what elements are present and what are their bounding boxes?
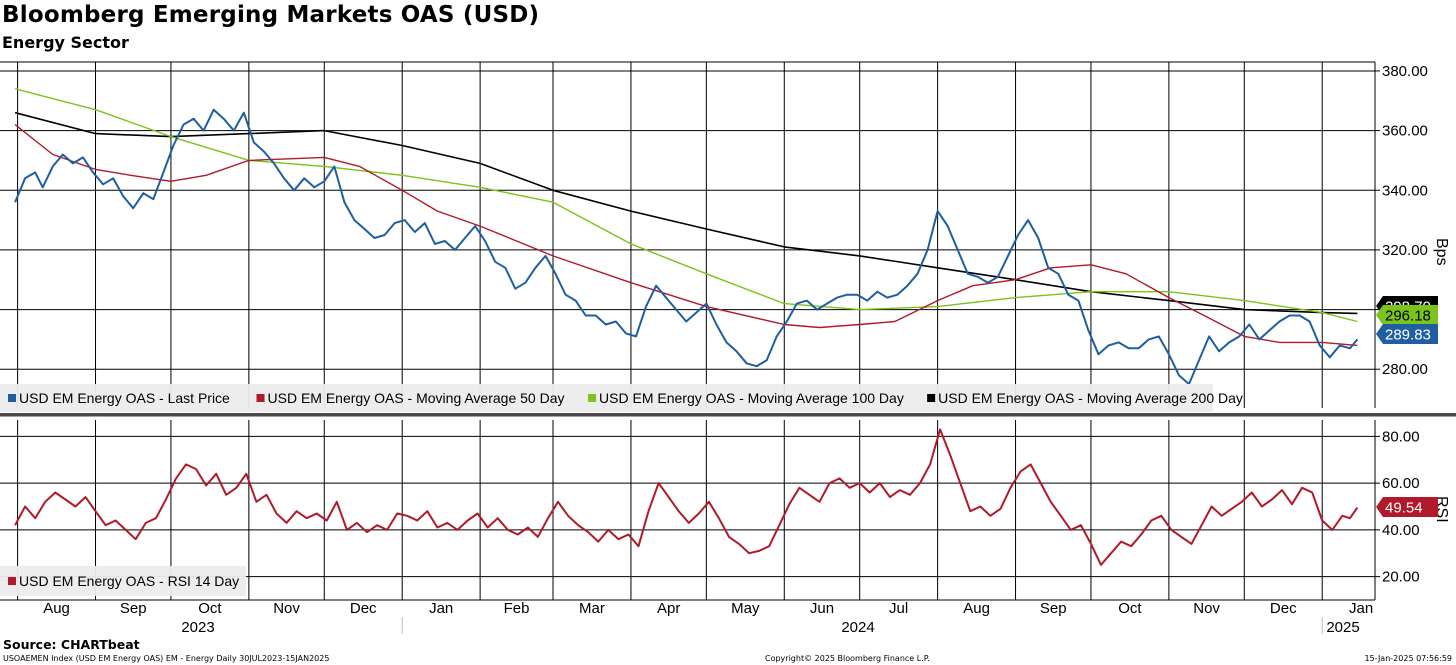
price-ytick-label: 360.00: [1382, 123, 1428, 140]
xaxis-month-label: Dec: [350, 600, 377, 617]
price-ytick-label: 380.00: [1382, 63, 1428, 80]
xaxis-month-label: Aug: [963, 600, 990, 617]
grid-layer: [0, 62, 1375, 600]
footer-copyright: Copyright© 2025 Bloomberg Finance L.P.: [765, 654, 930, 663]
chart-subtitle: Energy Sector: [2, 33, 129, 52]
legend-box: [0, 566, 246, 596]
rsi-ytick-label: 80.00: [1382, 428, 1420, 445]
legend-label: USD EM Energy OAS - Moving Average 200 D…: [938, 390, 1243, 406]
price-ytick-label: 340.00: [1382, 182, 1428, 199]
xaxis-year-label: 2024: [841, 619, 874, 636]
price-series-line-2: [14, 88, 1358, 323]
price-last-value: 289.83: [1385, 327, 1431, 344]
rsi-last-flag: [1376, 497, 1438, 517]
rsi-last-value: 49.54: [1385, 500, 1423, 517]
xaxis-month-label: Aug: [43, 600, 70, 617]
xaxis-year-label: 2025: [1326, 619, 1359, 636]
legend-swatch: [256, 394, 265, 402]
panel-divider: [0, 413, 1456, 417]
rsi-ytick-label: 60.00: [1382, 475, 1420, 492]
chart-title: Bloomberg Emerging Markets OAS (USD): [2, 2, 540, 28]
footer-index-info: USOAEMEN Index (USD EM Energy OAS) EM - …: [3, 654, 330, 663]
price-series-line-3: [14, 111, 1358, 315]
xaxis-month-label: Jan: [1349, 600, 1373, 617]
legend-swatch: [8, 577, 16, 585]
legend-swatch: [588, 394, 597, 402]
legend-label: USD EM Energy OAS - Moving Average 50 Da…: [268, 390, 565, 406]
price-last-flag: [1376, 324, 1438, 344]
legend-swatch: [927, 394, 936, 402]
price-series-line-1: [14, 124, 1358, 347]
legend-box: [0, 384, 1213, 412]
footer-timestamp: 15-Jan-2025 07:56:59: [1364, 654, 1452, 663]
xaxis-year-label: 2023: [181, 619, 214, 636]
legend-label: USD EM Energy OAS - Moving Average 100 D…: [599, 390, 904, 406]
ma100-last-flag: [1376, 305, 1438, 325]
ma100-last-value: 296.18: [1385, 308, 1431, 325]
xaxis-month-label: Jan: [429, 600, 453, 617]
xaxis-month-label: Nov: [273, 600, 300, 617]
axis-layer: 280.00 320.00 340.00 360.00 380.00 20.00 40.00…: [0, 61, 1456, 636]
rsi-ytick-label: 20.00: [1382, 569, 1420, 586]
legend-layer: USD EM Energy OAS - Last Price USD EM Ene…: [0, 384, 1243, 596]
xaxis-month-label: Apr: [657, 600, 680, 617]
xaxis-month-label: Oct: [1118, 600, 1142, 617]
rsi-series-line: [14, 428, 1359, 566]
xaxis-month-label: Jul: [889, 600, 908, 617]
xaxis-month-label: Jun: [810, 600, 834, 617]
price-ytick-label: 320.00: [1382, 242, 1428, 259]
price-ytick-label: 280.00: [1382, 361, 1428, 378]
price-yaxis-title: Bps: [1433, 238, 1450, 266]
xaxis-month-label: Sep: [1040, 600, 1067, 617]
xaxis-month-label: Oct: [198, 600, 222, 617]
xaxis-month-label: May: [731, 600, 760, 617]
xaxis-month-label: Sep: [120, 600, 147, 617]
legend-label: USD EM Energy OAS - RSI 14 Day: [19, 573, 239, 589]
source-note: Source: CHARTbeat: [3, 637, 140, 652]
price-series-line-0: [14, 108, 1359, 386]
xaxis-month-label: Feb: [504, 600, 530, 617]
series-layer: [14, 88, 1359, 566]
xaxis-month-label: Dec: [1270, 600, 1297, 617]
xaxis-month-label: Mar: [579, 600, 605, 617]
legend-label: USD EM Energy OAS - Last Price: [19, 390, 230, 406]
xaxis-month-label: Nov: [1193, 600, 1220, 617]
legend-swatch: [8, 394, 16, 402]
rsi-ytick-label: 40.00: [1382, 522, 1420, 539]
